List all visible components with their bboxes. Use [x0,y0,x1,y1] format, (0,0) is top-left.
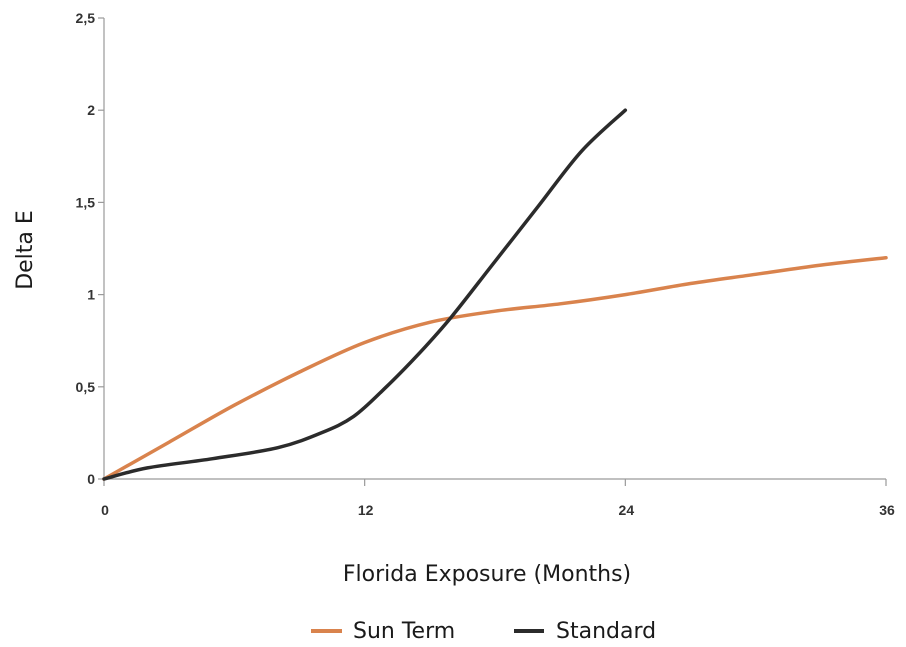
y-tick-label: 1 [87,287,95,303]
y-tick-label: 2 [87,102,95,118]
y-tick-label: 0,5 [76,379,96,395]
ticks: 0 0,5 1 1,5 2 2,5 0 12 24 36 [76,10,895,518]
axes [103,18,886,480]
series-line-sun-term [102,255,888,481]
x-tick-label: 36 [879,502,895,518]
y-tick-label: 1,5 [76,194,96,210]
y-tick-label: 2,5 [76,10,96,26]
y-axis-title: Delta E [13,210,38,290]
legend-label-sun-term: Sun Term [353,619,455,644]
series-layer [102,108,888,481]
legend-label-standard: Standard [556,619,656,644]
x-tick-label: 12 [358,502,374,518]
x-tick-label: 24 [619,502,635,518]
series-line-standard [102,108,628,481]
x-tick-label: 0 [101,502,109,518]
y-tick-label: 0 [87,471,95,487]
legend: Sun Term Standard [311,619,656,644]
x-axis-title: Florida Exposure (Months) [343,562,631,587]
